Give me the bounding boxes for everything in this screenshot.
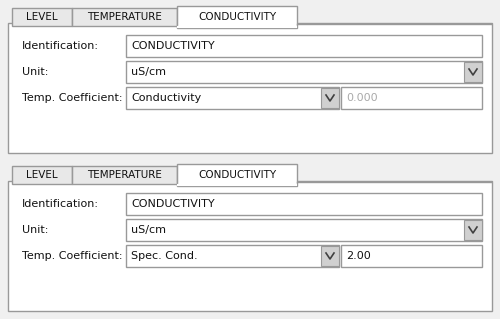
Bar <box>12 166 72 184</box>
Bar <box>8 23 492 153</box>
Text: Conductivity: Conductivity <box>131 93 201 103</box>
Text: TEMPERATURE: TEMPERATURE <box>87 12 162 22</box>
Text: CONDUCTIVITY: CONDUCTIVITY <box>131 199 214 209</box>
Text: Unit:: Unit: <box>22 67 48 77</box>
Text: CONDUCTIVITY: CONDUCTIVITY <box>198 170 276 180</box>
Bar <box>72 8 177 26</box>
Text: Identification:: Identification: <box>22 41 99 51</box>
Bar <box>341 245 482 267</box>
Bar <box>126 87 339 109</box>
Bar <box>126 35 482 57</box>
Bar <box>321 246 339 266</box>
Bar <box>126 193 482 215</box>
Text: CONDUCTIVITY: CONDUCTIVITY <box>198 12 276 22</box>
Text: Identification:: Identification: <box>22 199 99 209</box>
Text: uS/cm: uS/cm <box>131 67 166 77</box>
Text: Spec. Cond.: Spec. Cond. <box>131 251 198 261</box>
Bar <box>177 6 297 28</box>
Bar <box>126 245 339 267</box>
Text: 2.00: 2.00 <box>346 251 371 261</box>
Text: CONDUCTIVITY: CONDUCTIVITY <box>131 41 214 51</box>
Text: 0.000: 0.000 <box>346 93 378 103</box>
Text: Temp. Coefficient:: Temp. Coefficient: <box>22 93 122 103</box>
Bar <box>12 8 72 26</box>
Bar <box>72 166 177 184</box>
Text: uS/cm: uS/cm <box>131 225 166 235</box>
Text: TEMPERATURE: TEMPERATURE <box>87 170 162 180</box>
Text: LEVEL: LEVEL <box>26 170 58 180</box>
Bar <box>464 62 482 82</box>
Bar <box>126 219 482 241</box>
Text: Temp. Coefficient:: Temp. Coefficient: <box>22 251 122 261</box>
Bar <box>321 88 339 108</box>
Text: Unit:: Unit: <box>22 225 48 235</box>
Bar <box>464 220 482 240</box>
Text: LEVEL: LEVEL <box>26 12 58 22</box>
Bar <box>8 181 492 311</box>
Bar <box>126 61 482 83</box>
Bar <box>341 87 482 109</box>
Bar <box>177 164 297 186</box>
